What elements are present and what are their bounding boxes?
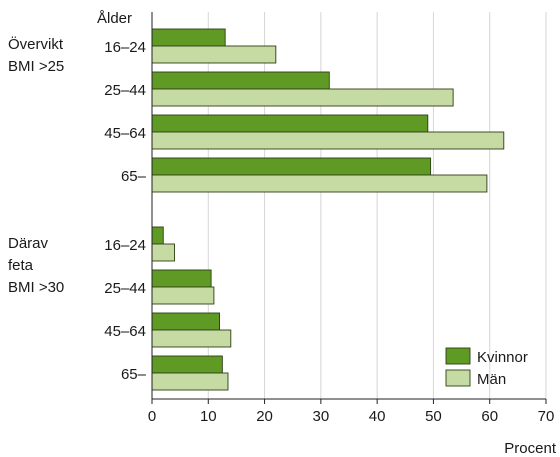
bar-kvinnor — [152, 356, 222, 373]
category-label: 65– — [121, 168, 147, 185]
bar-kvinnor — [152, 72, 329, 89]
bar-kvinnor — [152, 29, 225, 46]
bar-man — [152, 46, 276, 63]
x-tick-label: 40 — [369, 408, 386, 425]
legend: Kvinnor Män — [446, 348, 528, 388]
x-tick-label: 70 — [538, 408, 555, 425]
bar-kvinnor — [152, 270, 211, 287]
category-label: 16–24 — [104, 39, 146, 56]
category-axis-title: Ålder — [97, 10, 132, 27]
bars — [152, 29, 504, 390]
category-label: 25–44 — [104, 280, 146, 297]
x-tick-label: 60 — [481, 408, 498, 425]
bar-man — [152, 373, 228, 390]
group-label: BMI >25 — [8, 58, 64, 75]
bar-man — [152, 175, 487, 192]
bar-kvinnor — [152, 115, 428, 132]
category-label: 65– — [121, 366, 147, 383]
bar-man — [152, 330, 231, 347]
legend-swatch-man — [446, 370, 470, 386]
x-tick-label: 10 — [200, 408, 217, 425]
x-tick-label: 0 — [148, 408, 156, 425]
category-label: 45–64 — [104, 323, 146, 340]
category-label: 45–64 — [104, 125, 146, 142]
group-label: BMI >30 — [8, 279, 64, 296]
x-tick-label: 20 — [256, 408, 273, 425]
bar-man — [152, 132, 504, 149]
legend-swatch-kvinnor — [446, 348, 470, 364]
group-label: feta — [8, 257, 34, 274]
grid-lines — [208, 12, 546, 399]
category-label: 16–24 — [104, 237, 146, 254]
legend-label-man: Män — [477, 371, 506, 388]
x-tick-label: 50 — [425, 408, 442, 425]
x-tick-label: 30 — [313, 408, 330, 425]
bar-man — [152, 244, 175, 261]
group-label: Därav — [8, 235, 49, 252]
bar-kvinnor — [152, 227, 163, 244]
bar-kvinnor — [152, 158, 431, 175]
category-label: 25–44 — [104, 82, 146, 99]
group-label: Övervikt — [8, 35, 64, 53]
legend-label-kvinnor: Kvinnor — [477, 349, 528, 366]
bar-kvinnor — [152, 313, 220, 330]
value-axis-title: Procent — [504, 440, 557, 457]
bar-man — [152, 89, 453, 106]
bar-man — [152, 287, 214, 304]
